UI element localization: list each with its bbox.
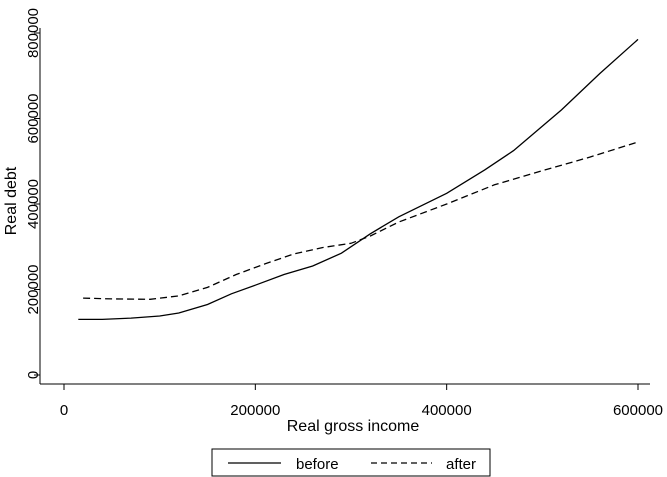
axes: 0 200000 400000 600000 0 200000 400000 600000 80…	[25, 8, 663, 419]
legend: before after	[211, 448, 491, 477]
legend-label-after: after	[446, 456, 476, 473]
series-layer	[78, 38, 639, 321]
x-tick-label: 0	[60, 402, 68, 419]
x-tick-label: 200000	[230, 402, 280, 419]
y-tick-label: 200000	[25, 264, 42, 314]
y-tick-label: 600000	[25, 93, 42, 143]
x-tick-label: 600000	[613, 402, 663, 419]
y-axis-title: Real debt	[3, 166, 20, 235]
series-line-before	[78, 38, 639, 321]
series-line-after	[83, 141, 639, 300]
y-tick-label: 0	[25, 371, 42, 379]
x-axis-title: Real gross income	[287, 418, 420, 435]
y-tick-label: 800000	[25, 8, 42, 58]
x-tick-label: 400000	[422, 402, 472, 419]
y-tick-label: 400000	[25, 179, 42, 229]
legend-label-before: before	[296, 456, 339, 473]
